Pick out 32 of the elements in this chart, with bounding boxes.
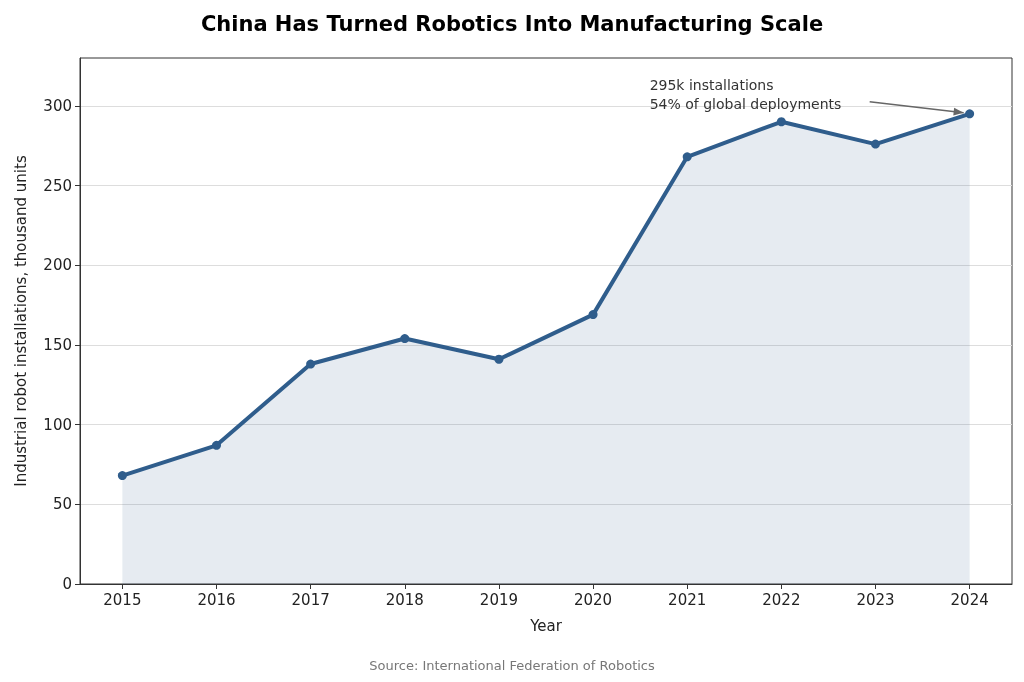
x-tick-label: 2021: [668, 590, 707, 609]
chart-title: China Has Turned Robotics Into Manufacturing Scale: [200, 11, 824, 36]
y-tick-label: 0: [62, 575, 72, 593]
point: [117, 471, 127, 481]
point: [494, 354, 504, 364]
point: [682, 152, 692, 162]
y-tick-label: 300: [43, 96, 72, 115]
point: [776, 117, 786, 127]
y-tick-label: 100: [43, 415, 72, 434]
x-tick-label: 2015: [103, 590, 142, 609]
x-tick-label: 2016: [197, 590, 236, 609]
y-axis-title: Industrial robot installations, thousand units: [11, 155, 30, 487]
x-tick-label: 2022: [762, 590, 801, 609]
x-tick-label: 2020: [573, 590, 613, 609]
point: [871, 139, 880, 149]
point: [588, 310, 598, 320]
y-tick-label: 50: [52, 495, 72, 514]
point: [400, 334, 410, 344]
x-tick-label: 2019: [479, 590, 519, 609]
point: [212, 440, 222, 450]
y-tick-label: 150: [43, 335, 72, 354]
point: [306, 359, 316, 369]
x-axis-title: Year: [529, 616, 563, 635]
x-tick-label: 2018: [385, 590, 424, 609]
x-tick-label: 2017: [291, 590, 330, 609]
y-tick-label: 200: [43, 256, 72, 275]
source-note: Source: International Federation of Robotics: [369, 658, 655, 673]
x-tick-label: 2024: [950, 590, 989, 609]
y-tick-label: 250: [43, 176, 72, 195]
annotation: 295k installations 54% of global deployments: [649, 77, 842, 113]
point: [965, 109, 975, 119]
x-tick-label: 2023: [856, 590, 895, 609]
